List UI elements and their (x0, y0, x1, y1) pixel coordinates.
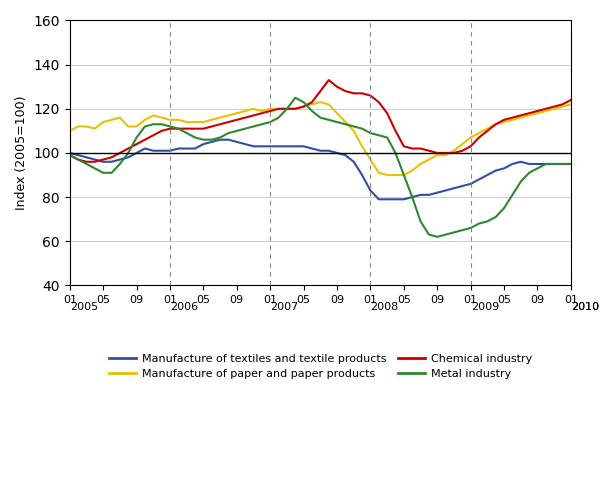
Text: 2006: 2006 (170, 302, 198, 312)
Text: 2007: 2007 (270, 302, 298, 312)
Y-axis label: Index (2005=100): Index (2005=100) (15, 96, 28, 210)
Text: 2008: 2008 (370, 302, 398, 312)
Text: 2009: 2009 (471, 302, 499, 312)
Text: 2005: 2005 (70, 302, 98, 312)
Text: 2010: 2010 (571, 302, 599, 312)
Text: 2010: 2010 (571, 302, 599, 312)
Legend: Manufacture of textiles and textile products, Manufacture of paper and paper pro: Manufacture of textiles and textile prod… (104, 349, 537, 384)
